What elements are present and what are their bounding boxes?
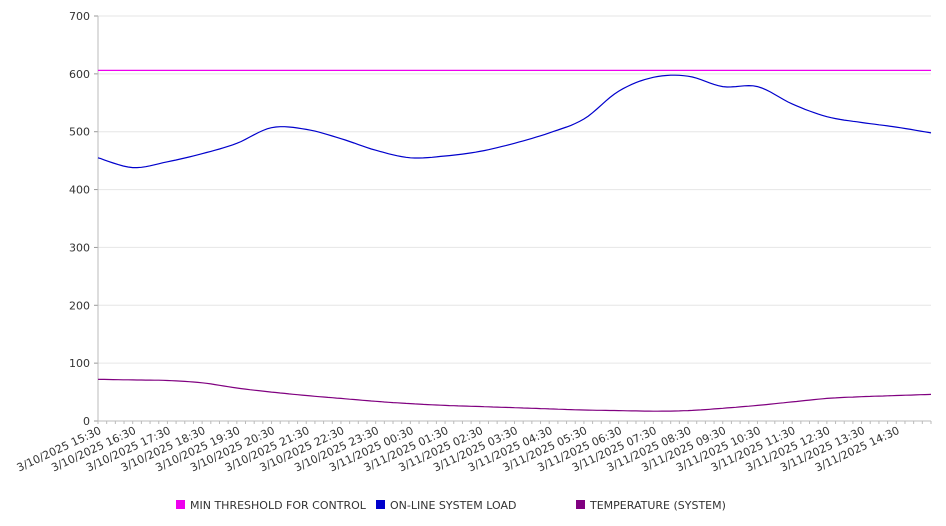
legend-swatch [176, 500, 185, 509]
legend-swatch [376, 500, 385, 509]
system-load-line [97, 74, 932, 169]
legend-swatch [576, 500, 585, 509]
gridlines [98, 15, 931, 364]
y-tick-label: 200 [69, 299, 90, 312]
y-tick-label: 700 [69, 10, 90, 23]
legend-item: MIN THRESHOLD FOR CONTROL [176, 499, 367, 512]
y-tick-label: 0 [83, 415, 90, 428]
legend-item: TEMPERATURE (SYSTEM) [576, 499, 726, 512]
legend-label: MIN THRESHOLD FOR CONTROL [190, 499, 367, 512]
y-tick-label: 400 [69, 184, 90, 197]
x-axis-tick-labels: 3/10/2025 15:303/10/2025 16:303/10/2025 … [15, 424, 902, 474]
legend-label: ON-LINE SYSTEM LOAD [390, 499, 516, 512]
y-tick-label: 600 [69, 68, 90, 81]
legend-item: ON-LINE SYSTEM LOAD [376, 499, 516, 512]
temperature-line [97, 378, 932, 412]
y-axis-tick-labels: 0 100 200 300 400 500 600 700 [69, 10, 90, 428]
y-tick-label: 100 [69, 357, 90, 370]
y-tick-label: 300 [69, 241, 90, 254]
y-tick-label: 500 [69, 126, 90, 139]
legend-label: TEMPERATURE (SYSTEM) [589, 499, 726, 512]
legend: MIN THRESHOLD FOR CONTROL ON-LINE SYSTEM … [176, 499, 726, 512]
series-lines [97, 69, 932, 412]
axes [94, 15, 932, 424]
